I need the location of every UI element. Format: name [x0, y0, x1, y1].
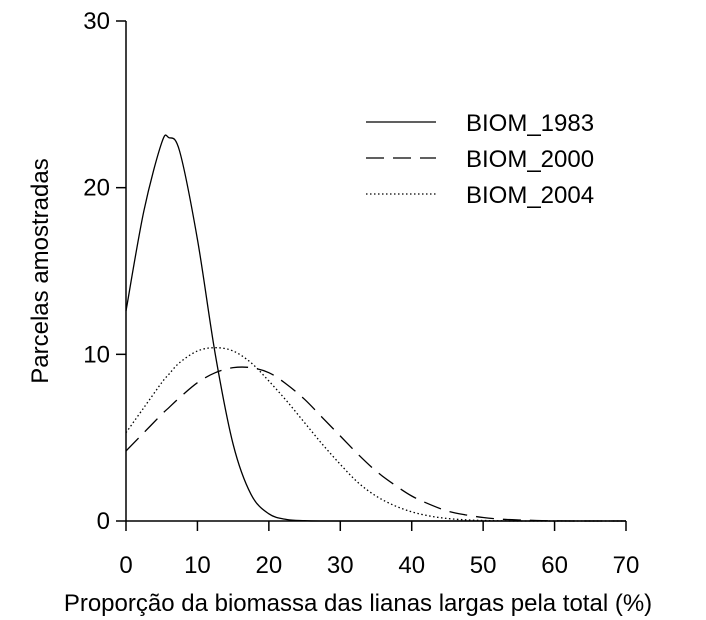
series-line-biom-2000	[125, 366, 626, 522]
legend-label: BIOM_1983	[466, 110, 594, 137]
legend: BIOM_1983 BIOM_2000 BIOM_2004	[366, 110, 594, 209]
x-tick-label: 0	[119, 552, 132, 579]
y-tick-label: 30	[83, 8, 110, 35]
legend-label: BIOM_2000	[466, 146, 594, 173]
x-tick-label: 20	[256, 552, 283, 579]
x-tick-label: 50	[470, 552, 497, 579]
x-ticks: 0 10 20 30 40 50 60 70	[119, 521, 639, 579]
x-tick-label: 60	[541, 552, 568, 579]
x-tick-label: 40	[398, 552, 425, 579]
x-tick-label: 30	[327, 552, 354, 579]
x-tick-label: 70	[613, 552, 640, 579]
legend-label: BIOM_2004	[466, 182, 594, 209]
x-tick-label: 10	[184, 552, 211, 579]
axes: 0 10 20 30 0 10 20 30 40 50 60 70	[83, 8, 639, 579]
y-tick-label: 20	[83, 175, 110, 202]
y-axis-title: Parcelas amostradas	[27, 158, 54, 383]
x-axis-title: Proporção da biomassa das lianas largas …	[64, 590, 652, 617]
y-tick-label: 0	[97, 508, 110, 535]
y-ticks: 0 10 20 30	[83, 8, 126, 535]
series-line-biom-2004	[125, 347, 626, 522]
y-tick-label: 10	[83, 341, 110, 368]
